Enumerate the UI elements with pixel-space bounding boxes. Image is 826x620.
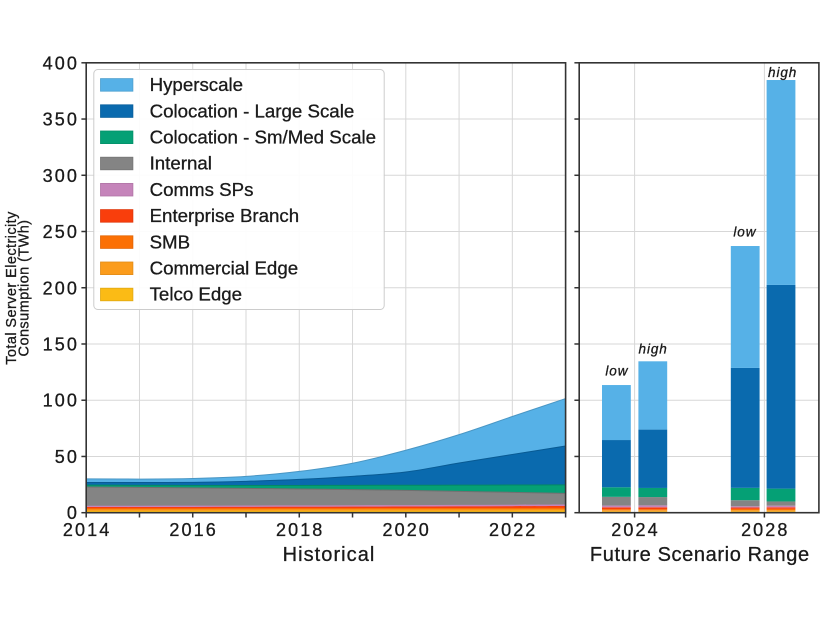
svg-text:Internal: Internal [150, 153, 212, 174]
svg-text:Telco Edge: Telco Edge [150, 284, 242, 305]
svg-text:Enterprise Branch: Enterprise Branch [150, 205, 300, 226]
svg-text:100: 100 [43, 391, 79, 411]
svg-text:high: high [639, 341, 668, 356]
svg-text:150: 150 [43, 334, 79, 354]
svg-text:2028: 2028 [741, 520, 789, 540]
svg-text:high: high [768, 65, 797, 80]
svg-text:2018: 2018 [276, 520, 324, 540]
svg-text:Total Server ElectricityConsum: Total Server ElectricityConsumption (TWh… [4, 211, 33, 365]
svg-text:2014: 2014 [63, 520, 111, 540]
svg-text:50: 50 [55, 447, 79, 467]
svg-text:Hyperscale: Hyperscale [150, 74, 243, 95]
svg-text:0: 0 [67, 503, 79, 523]
svg-text:350: 350 [43, 110, 79, 130]
svg-text:400: 400 [43, 53, 79, 73]
svg-text:Colocation - Large Scale: Colocation - Large Scale [150, 100, 355, 121]
svg-text:low: low [605, 364, 628, 379]
svg-text:2016: 2016 [169, 520, 217, 540]
svg-text:200: 200 [43, 278, 79, 298]
svg-text:300: 300 [43, 166, 79, 186]
svg-text:250: 250 [43, 222, 79, 242]
svg-text:2020: 2020 [382, 520, 430, 540]
svg-text:low: low [733, 225, 756, 240]
svg-text:Colocation - Sm/Med Scale: Colocation - Sm/Med Scale [150, 127, 376, 148]
svg-text:2022: 2022 [489, 520, 537, 540]
svg-text:2024: 2024 [611, 520, 659, 540]
svg-text:Historical: Historical [283, 544, 376, 566]
svg-text:SMB: SMB [150, 231, 191, 252]
svg-text:Future Scenario Range: Future Scenario Range [590, 544, 810, 566]
svg-text:Commercial Edge: Commercial Edge [150, 258, 299, 279]
svg-text:Comms SPs: Comms SPs [150, 179, 254, 200]
